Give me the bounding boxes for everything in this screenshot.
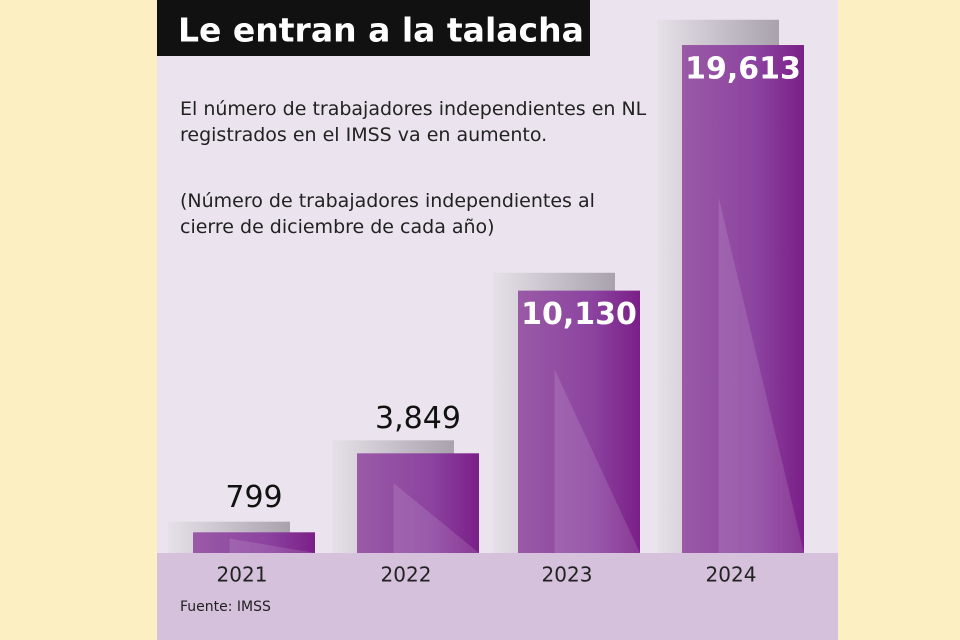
axis-band: [157, 553, 838, 640]
bar: [682, 45, 804, 553]
bar: [518, 290, 640, 553]
value-label: 10,130: [521, 297, 637, 332]
x-tick-label: 2022: [381, 563, 432, 587]
bar-facet: [718, 197, 804, 553]
x-tick-label: 2023: [542, 563, 593, 587]
title-box: [157, 0, 590, 56]
value-label: 3,849: [375, 401, 461, 436]
bar: [193, 532, 315, 553]
bar-facet: [554, 369, 640, 553]
chart-title: Le entran a la talacha: [178, 11, 584, 50]
source: Fuente: IMSS: [180, 599, 271, 615]
subtitle-box: El número de trabajadores independientes…: [180, 98, 647, 146]
value-label: 799: [225, 480, 282, 515]
value-label: 19,613: [685, 52, 801, 87]
note: (Número de trabajadores independientes a…: [180, 190, 595, 238]
note-box: (Número de trabajadores independientes a…: [180, 190, 595, 238]
x-tick-label: 2021: [217, 563, 268, 587]
bar-facet: [229, 538, 315, 553]
x-tick-label: 2024: [706, 563, 757, 587]
bar: [357, 453, 479, 553]
subtitle: El número de trabajadores independientes…: [180, 98, 647, 146]
bar-facet: [393, 483, 479, 553]
